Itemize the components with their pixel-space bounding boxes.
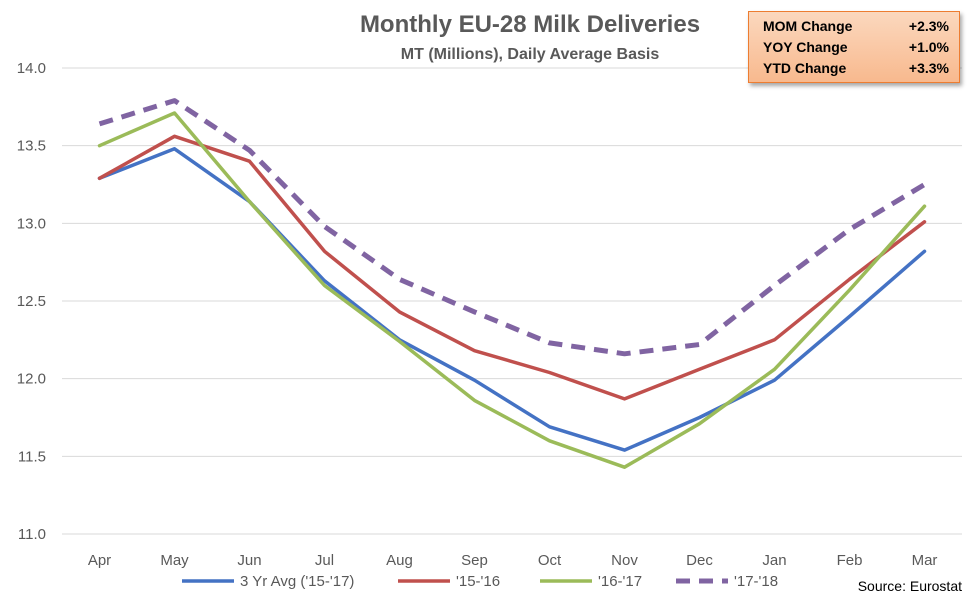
- change-label: MOM Change: [763, 18, 853, 34]
- change-summary-box: MOM Change +2.3% YOY Change +1.0% YTD Ch…: [748, 11, 960, 83]
- chart-title: Monthly EU-28 Milk Deliveries: [360, 11, 700, 38]
- y-tick-label: 11.5: [18, 448, 46, 465]
- legend-label: 3 Yr Avg ('15-'17): [240, 573, 354, 590]
- y-axis-ticks: 11.0 11.5 12.0 12.5 13.0 13.5 14.0: [17, 60, 46, 543]
- x-axis-ticks: Apr May Jun Jul Aug Sep Oct Nov Dec Jan Feb Mar: [88, 552, 938, 569]
- legend-label: '15-'16: [456, 573, 500, 590]
- change-row-yoy: YOY Change +1.0%: [763, 37, 949, 58]
- series-line: [97, 147, 927, 452]
- change-label: YTD Change: [763, 60, 847, 76]
- x-tick-label: Jul: [315, 552, 334, 569]
- series-line: [97, 134, 927, 401]
- x-tick-label: Apr: [88, 552, 111, 569]
- change-label: YOY Change: [763, 39, 848, 55]
- y-tick-label: 11.0: [18, 526, 46, 543]
- x-tick-label: Jan: [762, 552, 786, 569]
- change-row-ytd: YTD Change +3.3%: [763, 58, 949, 79]
- x-tick-label: Feb: [837, 552, 863, 569]
- change-row-mom: MOM Change +2.3%: [763, 16, 949, 37]
- y-tick-label: 14.0: [17, 60, 46, 77]
- x-tick-label: Jun: [237, 552, 261, 569]
- x-tick-label: Nov: [611, 552, 638, 569]
- x-tick-label: Mar: [912, 552, 938, 569]
- series-lines: [97, 98, 927, 469]
- x-tick-label: Aug: [386, 552, 413, 569]
- x-tick-label: Oct: [538, 552, 562, 569]
- chart-subtitle: MT (Millions), Daily Average Basis: [401, 46, 660, 63]
- x-tick-label: Sep: [461, 552, 488, 569]
- legend-label: '16-'17: [598, 573, 642, 590]
- source-note: Source: Eurostat: [858, 578, 962, 594]
- change-value: +1.0%: [908, 39, 949, 55]
- gridlines: [62, 67, 962, 535]
- y-tick-label: 12.5: [17, 293, 46, 310]
- series-line: [98, 98, 926, 357]
- series-line: [97, 111, 927, 469]
- y-tick-label: 13.0: [17, 215, 46, 232]
- change-value: +3.3%: [908, 60, 949, 76]
- x-tick-label: Dec: [686, 552, 713, 569]
- y-tick-label: 13.5: [17, 138, 46, 155]
- x-tick-label: May: [160, 552, 189, 569]
- y-tick-label: 12.0: [17, 371, 46, 388]
- legend: 3 Yr Avg ('15-'17) '15-'16 '16-'17 '17-'18: [182, 573, 778, 590]
- legend-label: '17-'18: [734, 573, 778, 590]
- change-value: +2.3%: [908, 18, 949, 34]
